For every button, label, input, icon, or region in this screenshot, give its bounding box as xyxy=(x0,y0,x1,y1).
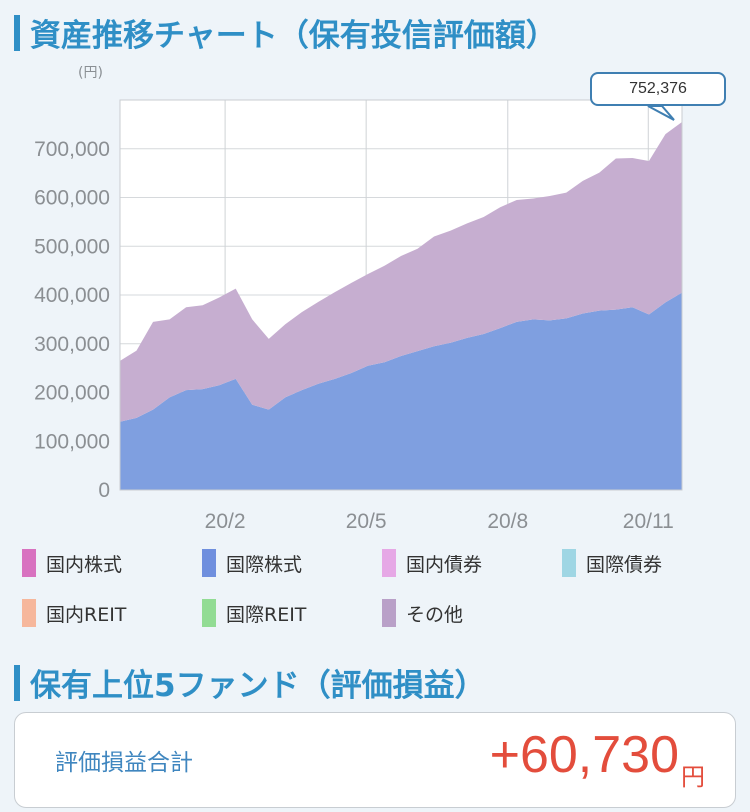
x-tick-label: 20/8 xyxy=(487,510,528,533)
y-tick-label: 0 xyxy=(98,479,110,502)
profit-summary-unit: 円 xyxy=(681,763,705,791)
y-tick-label: 500,000 xyxy=(34,235,110,258)
legend-swatch xyxy=(382,549,396,577)
x-tick-label: 20/5 xyxy=(346,510,387,533)
legend-label: 国内株式 xyxy=(46,553,123,576)
legend-item[interactable]: 国内株式 xyxy=(22,548,202,578)
legend-swatch xyxy=(562,549,576,577)
chart-legend: 国内株式 国際株式 国内債券 国際債券国内REIT 国際REIT その他 xyxy=(22,548,742,628)
legend-swatch xyxy=(22,599,36,627)
callout-pointer xyxy=(647,105,675,121)
title-accent-bar xyxy=(14,14,20,51)
series-area-other xyxy=(120,121,682,422)
legend-swatch xyxy=(22,549,36,577)
legend-label: 国際REIT xyxy=(226,603,307,626)
series-area-international-stocks xyxy=(120,292,682,490)
latest-value-text: 752,376 xyxy=(629,80,687,97)
legend-label: 国際株式 xyxy=(226,553,303,576)
title-accent-bar xyxy=(14,664,20,701)
legend-label: その他 xyxy=(406,603,464,626)
legend-item[interactable]: 国内REIT xyxy=(22,598,202,628)
legend-item[interactable]: その他 xyxy=(382,598,562,628)
legend-item[interactable]: 国際債券 xyxy=(562,548,742,578)
legend-item[interactable]: 国内債券 xyxy=(382,548,562,578)
y-unit-label: (円) xyxy=(78,65,103,81)
top-funds-title-text: 保有上位5ファンド（評価損益） xyxy=(30,668,486,704)
y-tick-label: 600,000 xyxy=(34,187,110,210)
y-tick-label: 100,000 xyxy=(34,430,110,453)
y-tick-label: 200,000 xyxy=(34,382,110,405)
legend-swatch xyxy=(382,599,396,627)
legend-label: 国内債券 xyxy=(406,553,483,576)
x-tick-label: 20/2 xyxy=(205,510,246,533)
legend-label: 国際債券 xyxy=(586,553,663,576)
profit-summary-label: 評価損益合計 xyxy=(55,750,193,776)
legend-label: 国内REIT xyxy=(46,603,127,626)
legend-swatch xyxy=(202,549,216,577)
y-tick-label: 700,000 xyxy=(34,138,110,161)
chart-title-text: 資産推移チャート（保有投信評価額） xyxy=(30,18,557,54)
profit-summary-card[interactable]: 評価損益合計 +60,730 円 xyxy=(14,712,736,808)
y-tick-label: 300,000 xyxy=(34,333,110,356)
plot-frame xyxy=(119,99,683,491)
top-funds-section-title: 保有上位5ファンド（評価損益） xyxy=(14,660,486,705)
legend-swatch xyxy=(202,599,216,627)
legend-item[interactable]: 国際REIT xyxy=(202,598,382,628)
profit-summary-value: +60,730 xyxy=(489,726,679,784)
chart-section-title: 資産推移チャート（保有投信評価額） xyxy=(14,10,557,55)
asset-chart[interactable]: 0 100,000 200,000 300,000 400,000 500,000 600,… xyxy=(0,0,750,540)
x-tick-label: 20/11 xyxy=(623,510,674,533)
legend-item[interactable]: 国際株式 xyxy=(202,548,382,578)
y-tick-label: 400,000 xyxy=(34,284,110,307)
latest-value-callout: 752,376 xyxy=(590,72,726,106)
